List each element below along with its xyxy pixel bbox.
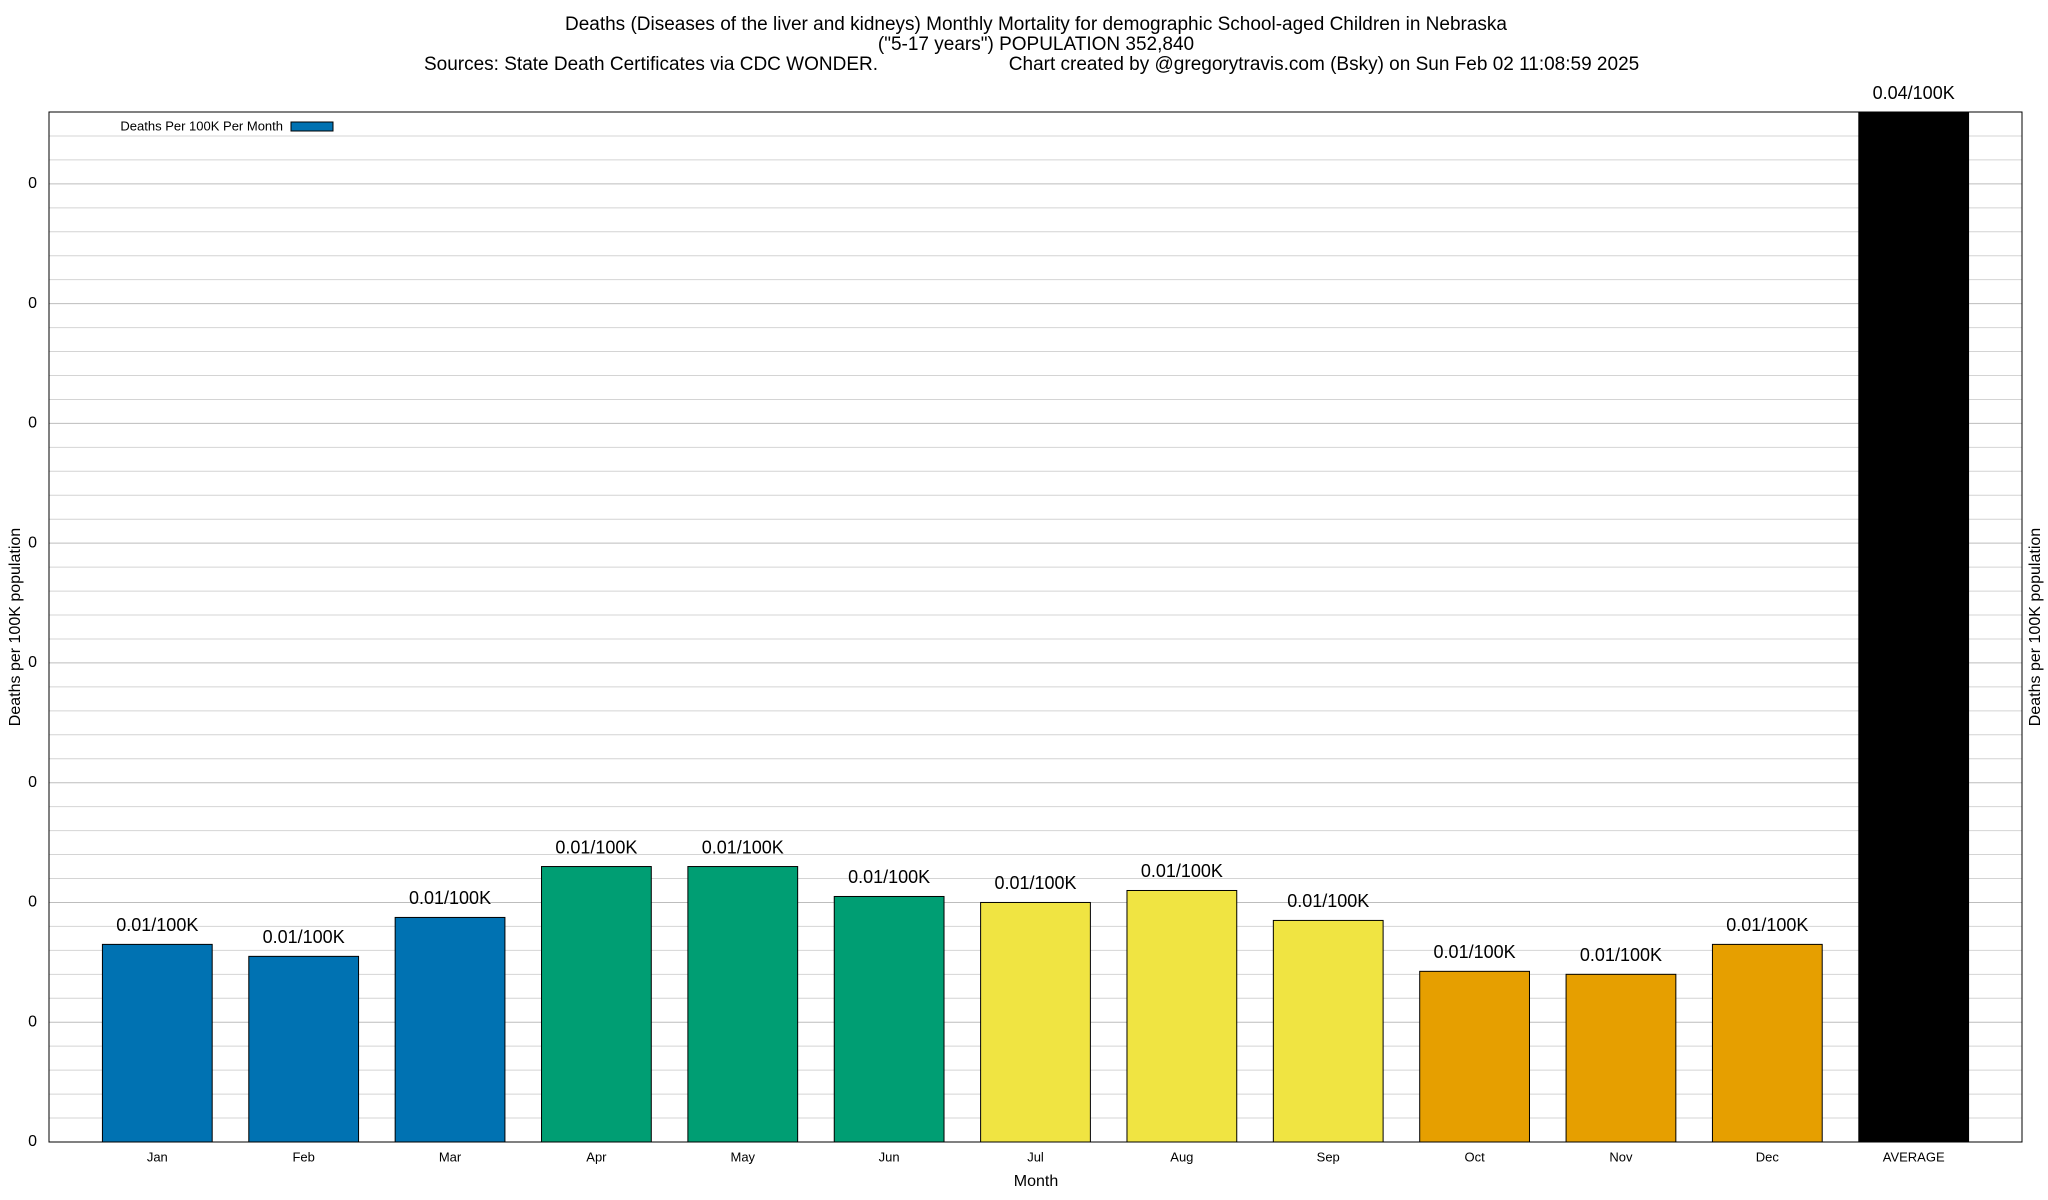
y-tick-label: 0 [28, 415, 37, 432]
value-label: 0.04/100K [1873, 83, 1955, 103]
x-tick-label: AVERAGE [1883, 1149, 1945, 1164]
bar [1711, 943, 1823, 1142]
x-tick-label: Oct [1464, 1149, 1485, 1164]
y-tick-label: 0 [28, 894, 37, 911]
value-label: 0.01/100K [1434, 942, 1516, 962]
bar [101, 943, 213, 1142]
value-label: 0.01/100K [1580, 945, 1662, 965]
bar [248, 955, 360, 1142]
y-tick-label: 0 [28, 534, 37, 551]
chart-subtitle: ("5-17 years") POPULATION 352,840 [878, 34, 1194, 55]
value-label: 0.01/100K [848, 867, 930, 887]
bar [1272, 919, 1384, 1142]
x-tick-label: Jun [879, 1149, 900, 1164]
value-label: 0.01/100K [555, 837, 637, 857]
value-label: 0.01/100K [1141, 861, 1223, 881]
value-label: 0.01/100K [1287, 891, 1369, 911]
y-axis-label: Deaths per 100K population [7, 528, 24, 726]
value-label: 0.01/100K [116, 915, 198, 935]
x-tick-label: May [730, 1149, 755, 1164]
bar [1858, 112, 1970, 1142]
bar [1419, 970, 1530, 1142]
value-label: 0.01/100K [994, 873, 1076, 893]
x-axis-label: Month [1014, 1173, 1058, 1190]
legend-swatch [290, 121, 334, 132]
bar [394, 916, 506, 1142]
y-tick-label: 0 [28, 1133, 37, 1150]
bars [101, 112, 1970, 1142]
legend: Deaths Per 100K Per Month [120, 118, 334, 133]
y-tick-label: 0 [28, 1013, 37, 1030]
x-tick-label: Sep [1317, 1149, 1340, 1164]
plot-frame [48, 111, 2023, 1143]
x-tick-label: Apr [586, 1149, 607, 1164]
x-tick-label: Feb [292, 1149, 314, 1164]
x-tick-label: Nov [1609, 1149, 1633, 1164]
value-label: 0.01/100K [1726, 915, 1808, 935]
bar [541, 866, 652, 1142]
value-label: 0.01/100K [409, 888, 491, 908]
chart-title: Deaths (Diseases of the liver and kidney… [565, 14, 1507, 35]
x-tick-label: Aug [1170, 1149, 1193, 1164]
bar [687, 866, 799, 1142]
bar [980, 901, 1091, 1142]
x-tick-label: Jul [1027, 1149, 1044, 1164]
value-label: 0.01/100K [702, 837, 784, 857]
x-tick-label: Jan [147, 1149, 168, 1164]
grid [49, 135, 2022, 1143]
bar [833, 895, 945, 1142]
y-tick-label: 0 [28, 774, 37, 791]
legend-label: Deaths Per 100K Per Month [120, 118, 283, 133]
x-tick-label: Mar [439, 1149, 462, 1164]
y2-axis-label: Deaths per 100K population [2027, 528, 2044, 726]
bar [1565, 973, 1677, 1142]
y-tick-label: 0 [28, 175, 37, 192]
credit: Chart created by @gregorytravis.com (Bsk… [1009, 54, 1639, 75]
y-tick-label: 0 [28, 654, 37, 671]
y-tick-label: 0 [28, 295, 37, 312]
x-tick-label: Dec [1756, 1149, 1780, 1164]
bar [1126, 889, 1238, 1142]
value-label: 0.01/100K [263, 927, 345, 947]
source: Sources: State Death Certificates via CD… [424, 54, 878, 75]
